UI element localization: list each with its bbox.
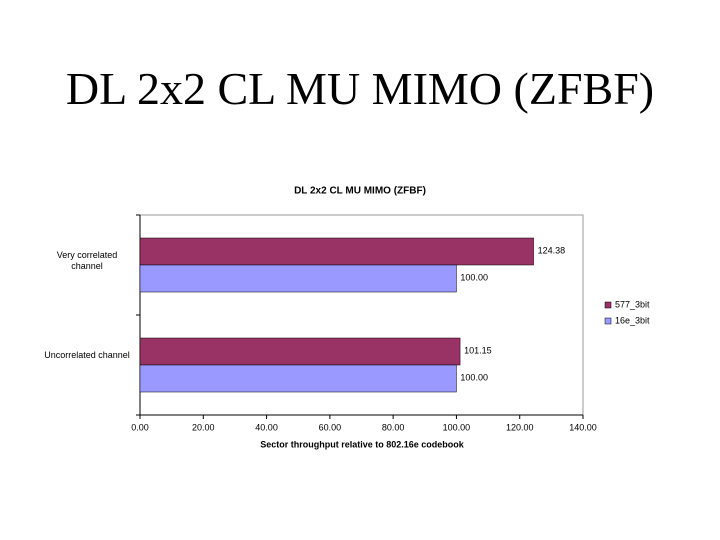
bar [139, 237, 534, 266]
value-label: 124.38 [538, 245, 566, 255]
x-tick-label: 80.00 [382, 422, 405, 432]
legend-label: 577_3bit [615, 299, 650, 309]
value-label: 100.00 [460, 272, 488, 282]
legend-label: 16e_3bit [615, 315, 650, 325]
x-tick-label: 100.00 [443, 422, 471, 432]
x-tick-label: 20.00 [192, 422, 215, 432]
bar [139, 364, 457, 393]
x-tick-label: 0.00 [131, 422, 149, 432]
legend-swatch [604, 317, 612, 325]
category-label: Uncorrelated channel [44, 350, 130, 360]
bar [139, 337, 461, 366]
x-tick-label: 60.00 [319, 422, 342, 432]
x-tick-label: 120.00 [506, 422, 534, 432]
value-label: 101.15 [464, 345, 492, 355]
legend-swatch [604, 301, 612, 309]
x-tick-label: 40.00 [255, 422, 278, 432]
x-tick-label: 140.00 [569, 422, 597, 432]
x-axis-label: Sector throughput relative to 802.16e co… [260, 439, 465, 449]
category-label: Very correlated channel [56, 250, 118, 271]
bar [139, 264, 457, 293]
slide-title: DL 2x2 CL MU MIMO (ZFBF) [65, 63, 655, 114]
value-label: 100.00 [460, 372, 488, 382]
chart-title: DL 2x2 CL MU MIMO (ZFBF) [294, 186, 426, 197]
